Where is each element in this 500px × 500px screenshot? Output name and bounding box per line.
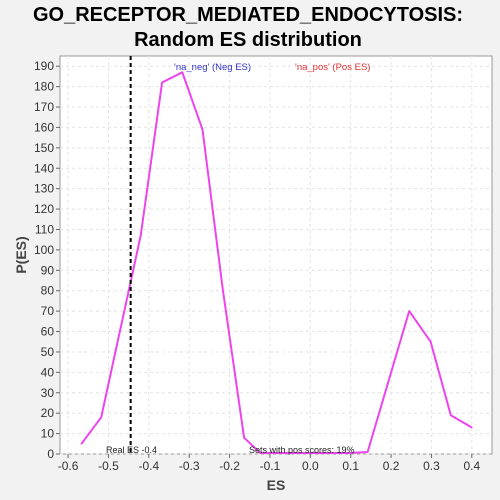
real-es-label: Real ES -0.4 [106, 445, 157, 455]
series-point [181, 71, 184, 74]
y-tick-label: 160 [34, 120, 54, 134]
series-point [201, 128, 204, 131]
x-tick-label: 0.2 [383, 459, 400, 473]
x-tick-label: 0.0 [302, 459, 319, 473]
y-tick-label: 80 [41, 284, 55, 298]
plot-area [59, 55, 493, 455]
x-tick-label: 0.4 [463, 459, 480, 473]
grid-layer [60, 56, 492, 455]
x-axis: -0.6 -0.5 -0.4 -0.3 -0.2 -0.1 0.0 0.1 0.2 0.3 0.4 [58, 454, 480, 473]
series-point [221, 287, 224, 290]
series-point [243, 436, 245, 439]
series-point [366, 451, 369, 453]
x-tick-label: -0.2 [219, 459, 240, 473]
y-tick-label: 0 [47, 447, 54, 461]
series-point [471, 426, 473, 429]
y-tick-label: 150 [34, 141, 54, 155]
y-tick-label: 180 [34, 80, 54, 94]
series-point [139, 234, 142, 237]
x-tick-label: -0.1 [260, 459, 281, 473]
series-point [408, 310, 411, 312]
y-tick-label: 140 [34, 161, 54, 175]
y-tick-label: 190 [34, 59, 54, 73]
x-tick-label: -0.6 [58, 459, 79, 473]
series-point [80, 442, 83, 445]
chart-title-line2: Random ES distribution [134, 29, 362, 51]
x-tick-label: -0.4 [138, 459, 159, 473]
x-tick-label: -0.5 [98, 459, 119, 473]
y-tick-label: 60 [41, 325, 55, 339]
y-tick-label: 10 [41, 427, 55, 441]
x-tick-label: -0.3 [179, 459, 200, 473]
y-tick-label: 130 [34, 182, 54, 196]
series-point [429, 340, 432, 343]
y-tick-label: 100 [34, 243, 54, 257]
y-tick-label: 90 [41, 263, 55, 277]
y-tick-label: 110 [35, 222, 54, 236]
series-point [347, 452, 350, 454]
x-tick-label: 0.3 [423, 459, 440, 473]
series-point [450, 414, 452, 417]
chart-title-line1: GO_RECEPTOR_MEDIATED_ENDOCYTOSIS: [33, 4, 463, 26]
series-point [161, 81, 163, 84]
y-tick-label: 30 [41, 386, 55, 400]
x-axis-label: ES [267, 477, 286, 493]
series-point [259, 452, 262, 454]
pos-score-annotation: Sets with pos scores: 19% [249, 445, 355, 455]
series-point [100, 416, 102, 419]
y-axis-label: P(ES) [13, 236, 29, 273]
y-tick-label: 20 [41, 406, 55, 420]
legend-pos: 'na_pos' (Pos ES) [295, 62, 370, 73]
y-tick-label: 170 [34, 100, 54, 114]
y-tick-label: 40 [41, 365, 55, 379]
y-tick-label: 50 [41, 345, 55, 359]
x-tick-label: 0.1 [342, 459, 359, 473]
y-axis: 0 10 20 30 40 50 60 70 80 90 100 110 120 130 140 150 160… [34, 59, 60, 461]
y-tick-label: 70 [41, 304, 55, 318]
series-layer [80, 71, 473, 454]
legend-neg: 'na_neg' (Neg ES) [174, 62, 251, 73]
y-tick-label: 120 [34, 202, 54, 216]
